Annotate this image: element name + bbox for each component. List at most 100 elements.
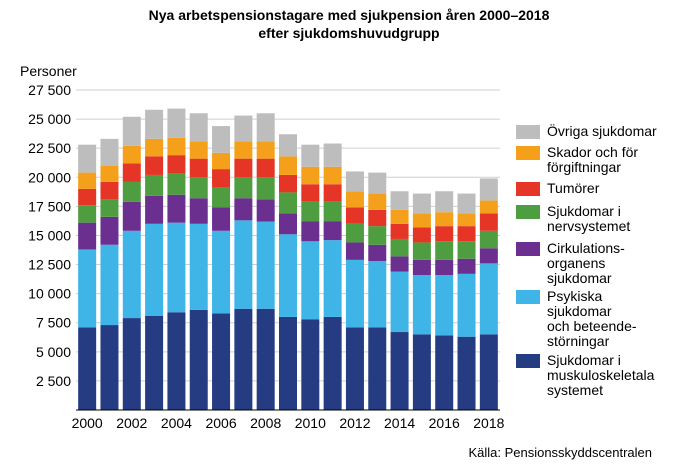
bar-segment [100,181,119,200]
legend-label: och beteende- [547,318,637,334]
bar-segment [301,221,320,242]
legend-label: Cirkulations- [547,240,625,256]
bar-segment [345,223,364,243]
bar-segment [212,169,231,188]
legend-swatch [516,354,540,368]
bar-segment [323,201,342,222]
bar-segment [78,249,97,328]
bar-segment [301,184,320,202]
bar-segment [100,199,119,217]
bar-segment [256,113,275,142]
bar-segment [412,242,431,260]
bar-segment [167,137,186,156]
legend-label: sjukdomar [547,270,612,286]
source-note: Källa: Pensionsskyddscentralen [468,445,652,460]
bar-segment [78,327,97,410]
bar-segment [301,201,320,222]
bar-segment [100,216,119,245]
bar-segment [479,263,498,335]
bar-segment [301,144,320,167]
bar-segment [412,193,431,214]
bar-segment [189,309,208,410]
bar-segment [323,184,342,202]
bar-segment [390,332,409,410]
bar-segment [122,230,141,319]
bar-segment [189,198,208,224]
x-tick-label: 2002 [116,415,147,431]
bar-segment [256,308,275,410]
legend-swatch [516,205,540,219]
bar-segment [122,318,141,410]
bar-segment [457,336,476,410]
legend-swatch [516,146,540,160]
bar-segment [368,327,387,410]
bar-segment [234,220,253,309]
bar-segment [457,213,476,227]
bar-segment [212,126,231,153]
bar-segment [479,213,498,231]
x-tick-label: 2012 [339,415,370,431]
legend-label: Sjukdomar i [547,352,621,368]
y-tick-label: 7 500 [36,315,71,331]
bar-segment [457,273,476,337]
bar-segment [189,141,208,159]
x-tick-label: 2010 [295,415,326,431]
bar-segment [279,234,297,317]
bar-segment [479,178,498,201]
bar-segment [412,275,431,335]
bar-segment [122,163,141,182]
bar-segment [301,319,320,410]
bar-segment [78,205,97,223]
bar-segment [457,241,476,259]
bar-segment [368,261,387,328]
bar-segment [100,138,119,166]
bar-segment [345,171,364,192]
bar-segment [390,256,409,272]
bar-segment [256,158,275,178]
y-tick-label: 2 500 [36,373,71,389]
legend-label: Skador och för [547,144,638,160]
legend-swatch [516,242,540,256]
bar-segment [78,144,97,173]
bar-segment [145,138,164,157]
bar-segment [212,313,231,410]
bar-segment [435,241,454,260]
bar-segment [390,223,409,239]
bar-segment [279,156,297,175]
bar-segment [167,173,186,195]
bar-segment [390,209,409,224]
bar-segment [234,308,253,410]
bar-segment [368,209,387,227]
bar-segment [212,187,231,208]
bar-segment [435,191,454,213]
bar-segment [345,191,364,208]
bar-segment [345,242,364,260]
bar-segment [435,226,454,242]
legend-label: Övriga sjukdomar [547,122,657,139]
bar-segment [368,226,387,245]
bar-segment [390,271,409,333]
bar-segment [189,158,208,178]
y-tick-label: 27 500 [28,82,71,98]
legend-label: nervsystemet [547,218,630,234]
bar-segment [345,207,364,224]
bar-segment [412,227,431,243]
bar-segment [167,155,186,174]
bar-segment [78,188,97,206]
bar-segment [279,213,297,235]
bar-segment [122,116,141,146]
bar-segment [390,238,409,257]
legend-label: sjukdomar [547,303,612,319]
chart-title: Nya arbetspensionstagare med sjukpension… [0,6,698,42]
bar-segment [167,312,186,410]
bar-segment [368,193,387,210]
bar-segment [279,174,297,193]
bar-segment [390,191,409,210]
legend-label: systemet [547,382,603,398]
bar-segment [145,174,164,196]
bar-segment [412,259,431,276]
y-tick-labels: 2 500 5 000 7 500 10 000 12 500 15 000 17 500 2… [28,82,71,389]
bar-segment [345,259,364,328]
bar-segment [234,141,253,159]
